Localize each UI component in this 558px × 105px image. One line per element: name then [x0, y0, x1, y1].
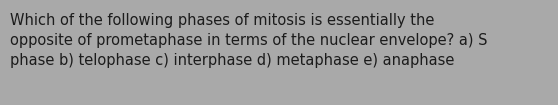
- Text: Which of the following phases of mitosis is essentially the
opposite of prometap: Which of the following phases of mitosis…: [10, 13, 488, 68]
